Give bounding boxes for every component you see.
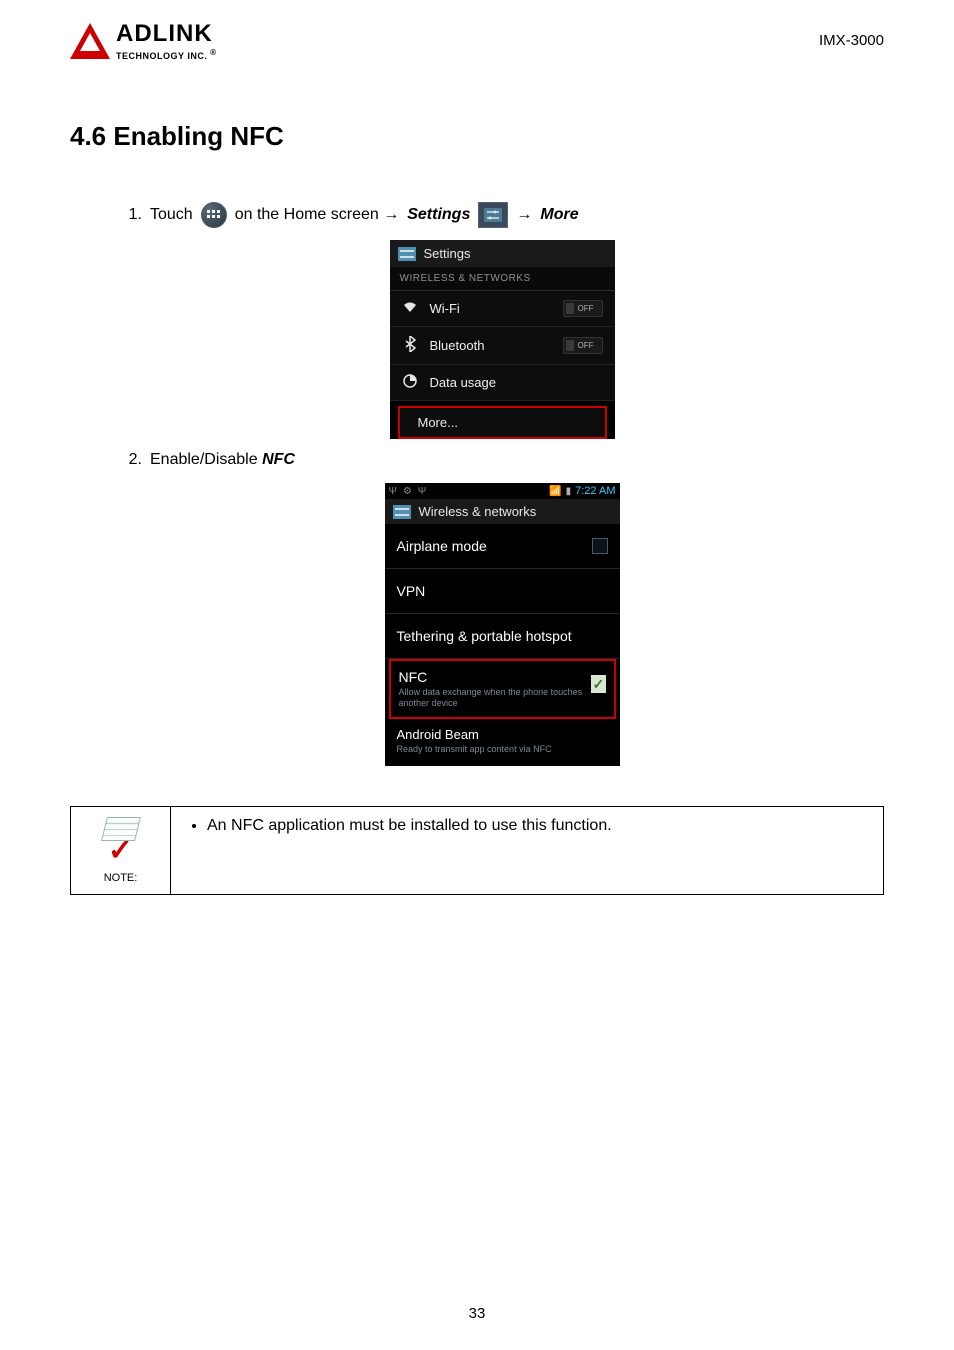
adb-icon: ⚙ [403,486,412,497]
step-text: Enable/Disable NFC [150,451,295,469]
beam-title: Android Beam [397,727,608,742]
bluetooth-icon [402,336,418,355]
page-header: ADLINK TECHNOLOGY INC. ® IMX-3000 [70,20,884,61]
step-number: 1. [120,206,142,224]
step-2: 2. Enable/Disable NFC [120,451,884,469]
bluetooth-label: Bluetooth [430,338,551,353]
settings-title: Settings [424,246,471,261]
status-bar: Ψ ⚙ Ψ 📶 ▮ 7:22 AM [385,483,620,499]
wifi-icon [402,301,418,316]
note-label: NOTE: [104,872,138,884]
page-number: 33 [0,1305,954,1322]
airplane-mode-row[interactable]: Airplane mode [385,524,620,569]
step-number: 2. [120,451,142,469]
clock: 7:22 AM [575,485,615,497]
settings-icon [478,202,508,228]
logo-triangle-icon [70,23,110,59]
wifi-toggle[interactable]: OFF [563,300,603,317]
signal-icon: 📶 [549,486,561,497]
nfc-checkbox-checked[interactable]: ✓ [591,675,605,693]
tethering-label: Tethering & portable hotspot [397,628,572,644]
document-code: IMX-3000 [819,32,884,49]
nfc-subtitle: Allow data exchange when the phone touch… [399,687,592,709]
note-icon: ✓ NOTE: [85,817,156,884]
usb-icon: Ψ [389,486,397,497]
wifi-row[interactable]: Wi-Fi OFF [390,291,615,327]
battery-icon: ▮ [566,486,572,497]
note-text: An NFC application must be installed to … [207,817,869,835]
bluetooth-row[interactable]: Bluetooth OFF [390,327,615,365]
wifi-label: Wi-Fi [430,301,551,316]
more-label: More... [418,415,458,430]
nfc-row-highlighted[interactable]: NFC Allow data exchange when the phone t… [389,659,616,719]
vpn-label: VPN [397,583,426,599]
wireless-networks-screenshot: Ψ ⚙ Ψ 📶 ▮ 7:22 AM Wireless & networks Ai… [385,483,620,766]
data-usage-icon [402,374,418,391]
airplane-label: Airplane mode [397,538,487,554]
company-logo: ADLINK TECHNOLOGY INC. ® [70,20,216,61]
settings-titlebar: Settings [390,240,615,267]
wireless-titlebar: Wireless & networks [385,499,620,524]
wireless-section-header: WIRELESS & NETWORKS [390,267,615,291]
settings-sliders-icon [393,505,411,519]
tethering-row[interactable]: Tethering & portable hotspot [385,614,620,659]
settings-label: Settings [407,206,470,224]
settings-screenshot: Settings WIRELESS & NETWORKS Wi-Fi OFF B… [390,240,615,439]
wireless-title: Wireless & networks [419,504,537,519]
beam-subtitle: Ready to transmit app content via NFC [397,744,608,754]
step-1: 1. Touch on the Home screen → Settings →… [120,202,884,228]
section-title: 4.6 Enabling NFC [70,121,884,152]
apps-icon [201,202,227,228]
step-text: on the Home screen → [235,206,400,224]
airplane-checkbox[interactable] [592,538,608,554]
more-label: More [540,206,578,224]
logo-name: ADLINK [116,20,216,48]
logo-subtitle: TECHNOLOGY INC. ® [116,48,216,61]
note-box: ✓ NOTE: An NFC application must be insta… [70,806,884,895]
arrow-icon: → [516,206,532,224]
settings-sliders-icon [398,247,416,261]
data-usage-label: Data usage [430,375,603,390]
vpn-row[interactable]: VPN [385,569,620,614]
nfc-title: NFC [399,669,592,685]
usb-icon: Ψ [418,486,426,497]
android-beam-row[interactable]: Android Beam Ready to transmit app conte… [385,719,620,766]
bluetooth-toggle[interactable]: OFF [563,337,603,354]
step-text: Touch [150,206,193,224]
data-usage-row[interactable]: Data usage [390,365,615,401]
more-row-highlighted[interactable]: More... [398,406,607,439]
